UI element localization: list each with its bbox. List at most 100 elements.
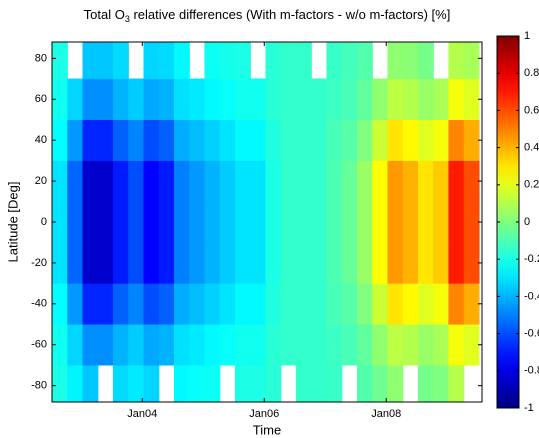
heatmap-cell	[387, 42, 404, 80]
x-tick-label: Jan08	[371, 408, 401, 420]
heatmap-cell	[326, 201, 343, 243]
heatmap-cell	[219, 201, 236, 243]
heatmap-cell	[311, 283, 328, 325]
heatmap-cell	[67, 201, 84, 243]
heatmap-cell	[82, 160, 99, 202]
heatmap-cell	[341, 242, 358, 284]
heatmap-cell	[97, 42, 114, 80]
heatmap-cell	[326, 160, 343, 202]
heatmap-cell	[417, 201, 434, 243]
heatmap-cell	[417, 323, 434, 366]
heatmap-cell	[112, 364, 129, 402]
heatmap-cell	[265, 42, 282, 80]
heatmap-cell	[356, 119, 373, 161]
axes: -80 -60 -40 -20 0 20 40 60 80 Jan04 Jan06 Jan08 -1 -0…	[31, 30, 539, 420]
heatmap-cell	[433, 242, 450, 284]
heatmap-cell	[173, 323, 190, 366]
heatmap-cell	[234, 119, 251, 161]
heatmap-cell	[67, 283, 84, 325]
heatmap-cell	[173, 283, 190, 325]
heatmap-cell	[112, 78, 129, 121]
heatmap-cell	[463, 119, 480, 161]
heatmap-cell	[295, 78, 312, 121]
heatmap-cell	[143, 364, 160, 402]
heatmap-cell	[448, 78, 465, 121]
heatmap-cell	[280, 323, 297, 366]
heatmap-cell	[204, 283, 221, 325]
y-tick-label: -60	[31, 339, 47, 351]
heatmap-cell	[448, 323, 465, 366]
heatmap-cell	[280, 201, 297, 243]
y-tick-label: 80	[35, 52, 47, 64]
heatmap-cell	[448, 42, 465, 80]
heatmap-cell	[234, 364, 251, 402]
heatmap-cell	[295, 283, 312, 325]
heatmap-cell	[463, 242, 480, 284]
heatmap-cell	[341, 42, 358, 80]
heatmap-cell	[158, 242, 175, 284]
heatmap-cell	[402, 242, 419, 284]
colorbar-tick-label: 0.8	[524, 67, 539, 79]
heatmap-cell	[97, 323, 114, 366]
y-tick-label: -40	[31, 298, 47, 310]
heatmap-cell	[173, 78, 190, 121]
y-tick-label: 0	[41, 216, 47, 228]
heatmap-cell	[280, 119, 297, 161]
heatmap-cell	[204, 242, 221, 284]
heatmap-cell	[463, 323, 480, 366]
heatmap-cell	[433, 78, 450, 121]
heatmap-cell	[433, 323, 450, 366]
heatmap-cell	[112, 160, 129, 202]
heatmap-cell	[372, 160, 389, 202]
heatmap-cell	[250, 323, 267, 366]
heatmap-cell	[143, 283, 160, 325]
heatmap-cell	[356, 323, 373, 366]
heatmap-cell	[372, 78, 389, 121]
heatmap-cell	[204, 119, 221, 161]
heatmap-cell	[311, 201, 328, 243]
heatmap-cell	[326, 242, 343, 284]
heatmap-cell	[387, 364, 404, 402]
heatmap-cell	[143, 42, 160, 80]
heatmap-cell	[326, 42, 343, 80]
heatmap-cell	[97, 242, 114, 284]
heatmap-cell	[463, 78, 480, 121]
heatmap-cell	[219, 42, 236, 80]
heatmap-cell	[311, 364, 328, 402]
heatmap-cell	[417, 78, 434, 121]
heatmap-cell	[280, 160, 297, 202]
heatmap-cell	[402, 323, 419, 366]
heatmap-cell	[356, 283, 373, 325]
heatmap-cell	[204, 78, 221, 121]
heatmap-cell	[265, 201, 282, 243]
colorbar	[496, 35, 520, 409]
heatmap-cell	[341, 160, 358, 202]
heatmap-cell	[311, 160, 328, 202]
y-tick-label: -20	[31, 257, 47, 269]
heatmap-cell	[463, 42, 480, 80]
heatmap-cell	[387, 78, 404, 121]
heatmap-cell	[67, 119, 84, 161]
heatmap-cell	[158, 201, 175, 243]
heatmap-cell	[417, 283, 434, 325]
heatmap-cell	[158, 42, 175, 80]
heatmap-cell	[387, 283, 404, 325]
heatmap-cell	[158, 160, 175, 202]
heatmap-cell	[250, 242, 267, 284]
heatmap-cell	[417, 242, 434, 284]
heatmap-cell	[189, 201, 206, 243]
heatmap-cell	[97, 201, 114, 243]
heatmap-cell	[265, 78, 282, 121]
heatmap-cell	[295, 42, 312, 80]
heatmap-cell	[219, 78, 236, 121]
heatmap-cell	[234, 42, 251, 80]
heatmap-cell	[234, 78, 251, 121]
heatmap-cell	[448, 242, 465, 284]
heatmap-cell	[402, 283, 419, 325]
heatmap-cell	[204, 42, 221, 80]
heatmap-cell	[417, 42, 434, 80]
heatmap-cell	[158, 78, 175, 121]
heatmap-cell	[189, 242, 206, 284]
heatmap-cell	[433, 364, 450, 402]
